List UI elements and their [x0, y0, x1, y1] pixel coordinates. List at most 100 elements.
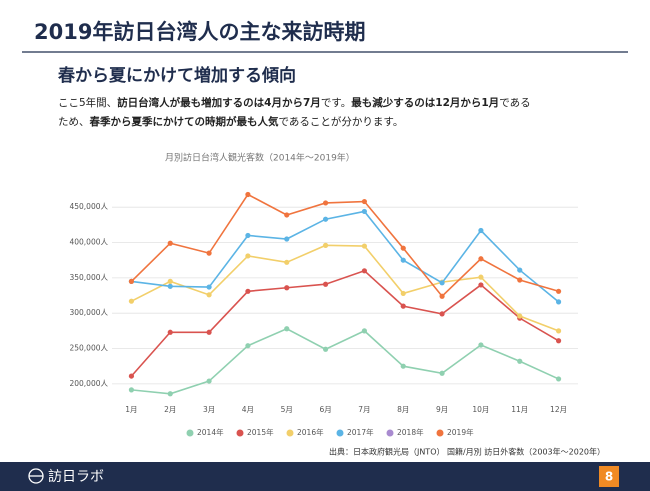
y-tick-label: 300,000人 — [69, 308, 108, 317]
legend-label: 2018年 — [397, 427, 424, 437]
legend-label: 2016年 — [297, 427, 324, 437]
body-segment: 春季から夏季にかけての時期が最も人気 — [90, 115, 279, 128]
data-point — [167, 391, 173, 397]
x-tick-label: 12月 — [550, 405, 567, 414]
series-line — [131, 327, 559, 395]
data-point — [284, 326, 290, 332]
x-tick-label: 6月 — [319, 405, 331, 414]
series-line — [131, 210, 560, 303]
body-segment: である — [499, 97, 530, 109]
data-point — [284, 259, 290, 265]
data-point — [361, 198, 368, 205]
legend-label: 2019年 — [447, 427, 474, 437]
brand-name: 訪日ラボ — [48, 469, 104, 485]
body-segment: ここ5年間、 — [58, 96, 117, 109]
data-point — [206, 292, 212, 298]
y-tick-label: 250,000人 — [69, 344, 108, 353]
y-tick-label: 450,000人 — [69, 202, 108, 211]
body-segment: です。 — [321, 97, 351, 109]
x-tick-label: 5月 — [281, 405, 293, 414]
data-point — [517, 267, 523, 273]
data-point — [284, 236, 290, 242]
body-line: ため、春季から夏季にかけての時期が最も人気であることが分かります。 — [58, 115, 403, 128]
data-point — [517, 277, 523, 283]
body-line: ここ5年間、訪日台湾人が最も増加するのは4月から7月です。最も減少するのは12月… — [58, 96, 531, 109]
data-point — [206, 329, 212, 335]
x-tick-label: 11月 — [511, 405, 528, 414]
legend-swatch — [436, 429, 444, 437]
data-point — [167, 283, 173, 289]
data-point — [361, 328, 368, 334]
data-point — [400, 257, 406, 263]
data-point — [322, 346, 329, 352]
data-point — [322, 242, 329, 248]
data-point — [555, 376, 562, 382]
y-tick-label: 200,000人 — [69, 379, 108, 388]
data-point — [555, 299, 562, 305]
data-point — [478, 282, 484, 288]
data-point — [517, 358, 523, 364]
series-line — [130, 269, 559, 377]
chart-title: 月別訪日台湾人観光客数（2014年～2019年） — [165, 152, 355, 164]
data-point — [478, 227, 484, 234]
data-point — [245, 343, 251, 349]
x-tick-label: 7月 — [358, 405, 370, 414]
body-segment: ため、 — [58, 116, 90, 128]
x-tick-label: 4月 — [242, 405, 254, 414]
page-badge — [599, 466, 619, 487]
body-segment: 最も減少するのは12月から1月 — [351, 96, 499, 109]
data-point — [439, 280, 445, 286]
data-point — [478, 274, 484, 280]
page-number: 8 — [605, 470, 613, 484]
data-point — [555, 288, 562, 294]
legend-label: 2014年 — [197, 427, 224, 437]
data-point — [128, 278, 135, 284]
data-point — [400, 363, 406, 369]
legend-label: 2017年 — [347, 427, 374, 437]
data-point — [555, 338, 562, 344]
data-point — [167, 278, 173, 284]
data-point — [400, 303, 406, 309]
body-segment: 訪日台湾人が最も増加するのは4月から7月 — [117, 96, 321, 109]
source-note: 出典：日本政府観光局（JNTO） 国籍/月別 訪日外客数（2003年～2020年… — [329, 447, 605, 457]
data-point — [400, 245, 406, 251]
data-point — [167, 329, 173, 335]
series-line — [131, 244, 559, 332]
data-point — [322, 281, 329, 287]
data-point — [245, 232, 251, 239]
x-tick-label: 10月 — [472, 405, 489, 414]
slide-subtitle: 春から夏にかけて増加する傾向 — [58, 65, 296, 86]
slide-title: 2019年訪日台湾人の主な来訪時期 — [34, 20, 365, 44]
legend-swatch — [186, 429, 194, 437]
data-point — [439, 370, 445, 376]
data-point — [478, 256, 484, 262]
data-point — [322, 216, 329, 222]
x-tick-label: 9月 — [436, 405, 448, 414]
data-point — [400, 290, 406, 297]
data-point — [439, 293, 445, 299]
data-point — [361, 243, 368, 249]
x-tick-label: 3月 — [203, 405, 215, 414]
data-point — [128, 387, 135, 393]
data-point — [245, 288, 251, 294]
legend-swatch — [386, 429, 394, 437]
data-point — [322, 200, 329, 206]
data-point — [167, 240, 173, 246]
series-line — [130, 193, 559, 298]
x-tick-label: 2月 — [164, 405, 176, 414]
data-point — [206, 284, 212, 290]
data-point — [206, 378, 212, 384]
data-point — [128, 373, 135, 379]
data-point — [128, 298, 135, 304]
data-point — [555, 328, 562, 334]
data-point — [284, 212, 290, 218]
legend-swatch — [336, 429, 344, 437]
x-tick-label: 1月 — [125, 405, 137, 414]
data-point — [245, 191, 251, 198]
data-point — [361, 268, 368, 274]
y-tick-label: 400,000人 — [69, 238, 108, 247]
legend-swatch — [236, 429, 244, 437]
data-point — [517, 313, 523, 319]
legend-label: 2015年 — [247, 427, 274, 437]
